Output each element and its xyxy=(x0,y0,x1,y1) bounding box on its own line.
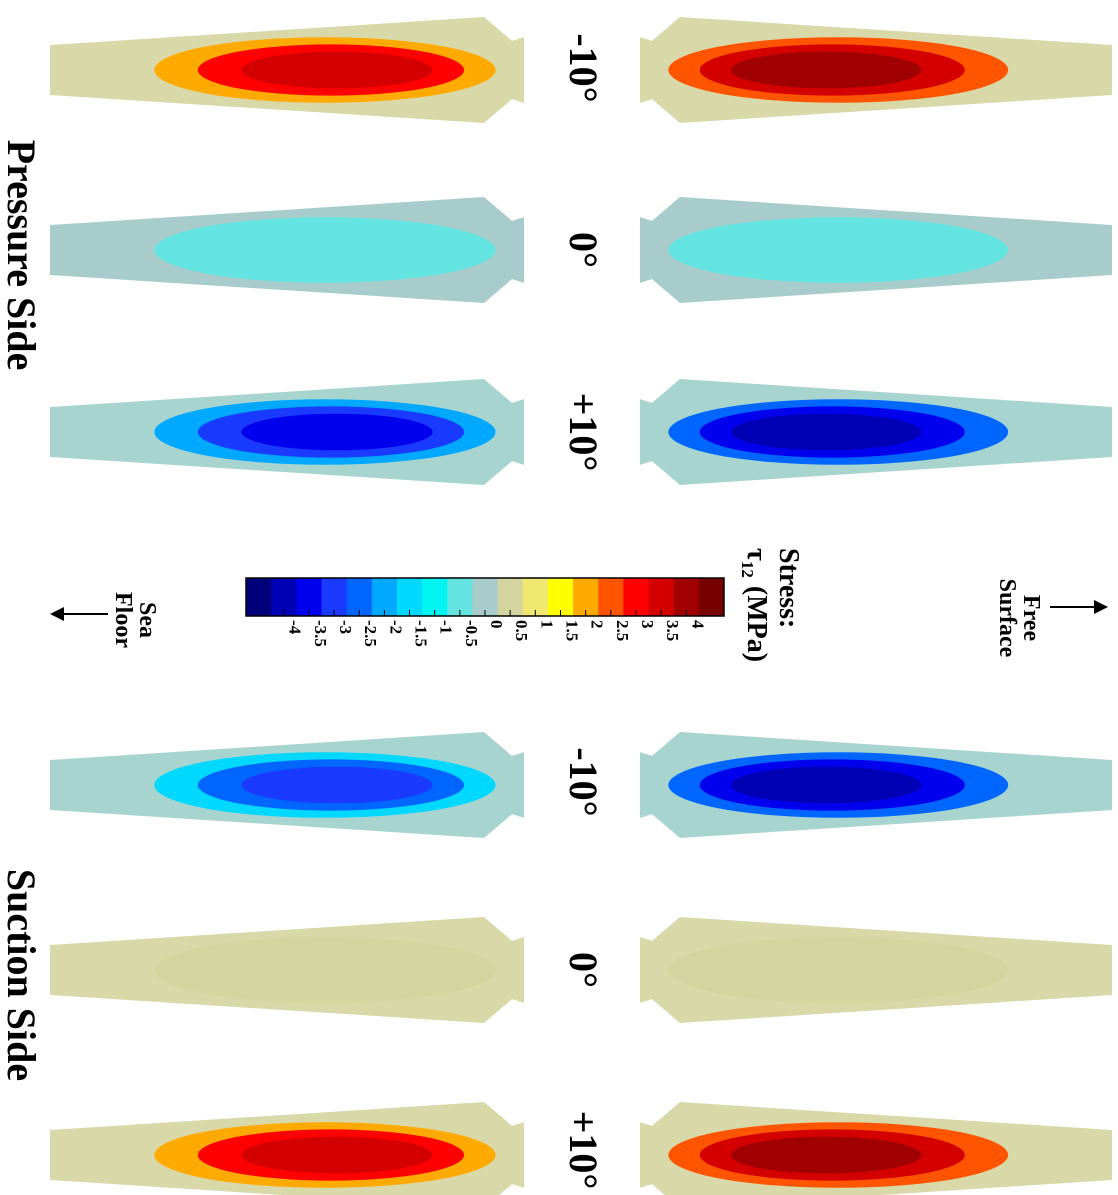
colorbar-title-unit: (MPa) xyxy=(741,586,772,662)
contour-band xyxy=(154,937,496,1003)
angle-label-suction-minus10: -10° xyxy=(561,747,606,816)
free-surface-arrow-head xyxy=(1094,600,1108,614)
blade-pressure-inner xyxy=(640,379,1112,485)
colorbar-cell xyxy=(623,578,650,616)
colorbar-title-line1: Stress: xyxy=(773,548,804,628)
colorbar-tick-label: 2.5 xyxy=(613,620,632,641)
colorbar-cell xyxy=(547,578,574,616)
pressure-side-title: Pressure Side xyxy=(0,140,44,371)
colorbar-tick-label: 3 xyxy=(638,620,657,629)
colorbar-cell xyxy=(447,578,473,616)
colorbar-cell xyxy=(346,578,373,616)
colorbar-tick-label: 0 xyxy=(487,620,506,629)
angle-label-suction-plus10: +10° xyxy=(561,1111,606,1190)
blade-contours xyxy=(50,17,1112,1195)
sea-floor-arrow-head xyxy=(50,607,64,621)
free-surface-label-line1: Free xyxy=(1018,595,1044,642)
colorbar-title-subscript: 12 xyxy=(738,561,757,578)
contour-band xyxy=(668,217,1009,283)
contour-band xyxy=(731,766,922,804)
colorbar-cells xyxy=(246,578,725,616)
colorbar-ticks: -4 -3.5 -3 -2.5 -2 -1.5 -1 -0.5 0 0.5 1 1.5 2 2.5 3 3.5… xyxy=(283,610,707,647)
colorbar-cell xyxy=(648,578,675,616)
colorbar-title-tau: τ xyxy=(741,548,772,561)
colorbar-tick-label: 1 xyxy=(537,620,556,629)
blade-pressure-outer xyxy=(50,197,524,303)
sea-floor-indicator: Sea Floor xyxy=(50,592,160,648)
blade-suction-outer xyxy=(50,1102,524,1195)
colorbar-cell xyxy=(396,578,423,616)
colorbar-cell xyxy=(371,578,398,616)
colorbar-tick-label: 4 xyxy=(688,620,707,629)
sea-floor-label-line1: Sea xyxy=(134,602,160,638)
colorbar-tick-label: -2 xyxy=(386,620,405,634)
free-surface-label-line2: Surface xyxy=(994,579,1020,658)
contour-band xyxy=(241,51,433,89)
colorbar: -4 -3.5 -3 -2.5 -2 -1.5 -1 -0.5 0 0.5 1 1.5 2 2.5 3 3.5… xyxy=(245,548,804,662)
blade-pressure-outer xyxy=(50,17,524,123)
contour-band xyxy=(731,413,922,451)
colorbar-tick-label: 3.5 xyxy=(663,620,682,641)
colorbar-tick-label: 1.5 xyxy=(562,620,581,641)
sea-floor-label-line2: Floor xyxy=(110,592,136,648)
colorbar-tick-label: -1.5 xyxy=(412,620,431,647)
colorbar-cell xyxy=(472,578,499,616)
contour-band xyxy=(154,217,496,283)
blade-suction-inner xyxy=(640,732,1112,838)
free-surface-indicator: Free Surface xyxy=(994,579,1108,658)
colorbar-tick-label: -3 xyxy=(336,620,355,634)
blade-pressure-outer xyxy=(50,379,524,485)
blade-pressure-inner xyxy=(640,17,1112,123)
suction-side-title: Suction Side xyxy=(0,869,44,1081)
colorbar-tick-label: -2.5 xyxy=(361,620,380,647)
contour-band xyxy=(731,1136,922,1174)
colorbar-title-line2: τ12 (MPa) xyxy=(738,548,772,662)
colorbar-cell xyxy=(296,578,322,616)
colorbar-tick-label: 2 xyxy=(588,620,607,629)
blade-pressure-inner xyxy=(640,197,1112,303)
colorbar-cell xyxy=(522,578,549,616)
angle-label-suction-0: 0° xyxy=(561,952,606,988)
colorbar-tick-label: -1 xyxy=(437,620,456,634)
angle-label-pressure-plus10: +10° xyxy=(561,393,606,472)
colorbar-cell xyxy=(573,578,599,616)
colorbar-tick-label: 0.5 xyxy=(512,620,531,641)
colorbar-cell xyxy=(598,578,624,616)
contour-band xyxy=(731,51,922,89)
colorbar-cell xyxy=(271,578,297,616)
blade-suction-inner xyxy=(640,1102,1112,1195)
colorbar-cell xyxy=(321,578,348,616)
blade-suction-inner xyxy=(640,917,1112,1023)
colorbar-cell xyxy=(422,578,448,616)
colorbar-tick-label: -4 xyxy=(286,620,305,635)
angle-label-pressure-0: 0° xyxy=(561,232,606,268)
colorbar-cell xyxy=(698,578,725,616)
contour-band xyxy=(241,1136,433,1174)
blade-suction-outer xyxy=(50,917,524,1023)
colorbar-cell xyxy=(497,578,524,616)
angle-label-pressure-minus10: -10° xyxy=(561,33,606,102)
blade-suction-outer xyxy=(50,732,524,838)
colorbar-tick-label: -3.5 xyxy=(311,620,330,647)
contour-band xyxy=(668,937,1009,1003)
colorbar-tick-label: -0.5 xyxy=(462,620,481,647)
contour-band xyxy=(241,413,433,451)
contour-band xyxy=(241,766,433,804)
colorbar-cell xyxy=(673,578,700,616)
colorbar-cell xyxy=(246,578,272,616)
